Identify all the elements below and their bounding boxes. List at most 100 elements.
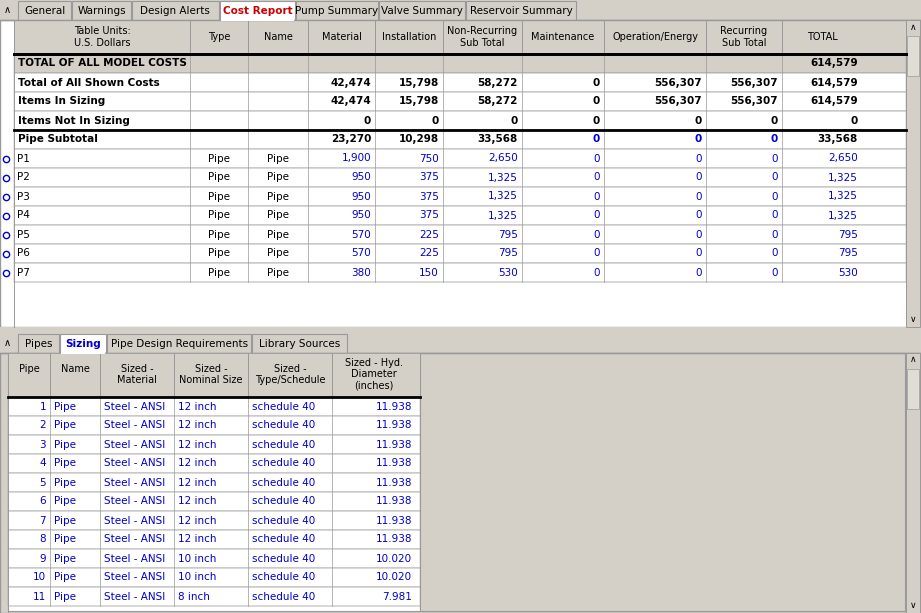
- Bar: [14, 111, 906, 130]
- Text: 375: 375: [419, 172, 439, 183]
- Text: 10,298: 10,298: [399, 134, 439, 145]
- Text: 11.938: 11.938: [376, 516, 412, 525]
- Text: 0: 0: [771, 134, 778, 145]
- Text: 33,568: 33,568: [818, 134, 858, 145]
- Text: Operation/Energy: Operation/Energy: [612, 32, 698, 42]
- Text: 1: 1: [40, 402, 46, 411]
- Text: 0: 0: [593, 77, 600, 88]
- Text: 7: 7: [40, 516, 46, 525]
- Bar: [0, 327, 921, 333]
- Bar: [132, 1, 219, 20]
- Text: Pipe: Pipe: [54, 554, 76, 563]
- Bar: [8, 416, 420, 435]
- Text: Pipe: Pipe: [54, 573, 76, 582]
- Text: 1,325: 1,325: [828, 172, 858, 183]
- Bar: [252, 334, 347, 353]
- Text: 11.938: 11.938: [376, 440, 412, 449]
- Bar: [0, 333, 921, 353]
- Text: 12 inch: 12 inch: [178, 421, 216, 430]
- Text: 0: 0: [593, 267, 600, 278]
- Text: Type/Schedule: Type/Schedule: [255, 375, 325, 385]
- Text: 950: 950: [351, 191, 371, 202]
- Bar: [14, 130, 906, 149]
- Bar: [14, 20, 906, 54]
- Text: 1,900: 1,900: [342, 153, 371, 164]
- Text: 570: 570: [351, 248, 371, 259]
- Text: 556,307: 556,307: [730, 77, 778, 88]
- Text: schedule 40: schedule 40: [252, 402, 315, 411]
- Text: 11.938: 11.938: [376, 421, 412, 430]
- Text: 0: 0: [695, 210, 702, 221]
- Text: 1,325: 1,325: [828, 191, 858, 202]
- Text: Pipe: Pipe: [54, 440, 76, 449]
- Text: Pipe: Pipe: [54, 402, 76, 411]
- Text: 556,307: 556,307: [730, 96, 778, 107]
- Text: 0: 0: [772, 172, 778, 183]
- Text: P7: P7: [17, 267, 29, 278]
- Text: schedule 40: schedule 40: [252, 440, 315, 449]
- Text: Pipe: Pipe: [54, 478, 76, 487]
- Text: P5: P5: [17, 229, 29, 240]
- Text: 4: 4: [40, 459, 46, 468]
- Text: 1,325: 1,325: [488, 172, 518, 183]
- Text: Diameter: Diameter: [351, 369, 397, 379]
- Bar: [907, 369, 919, 409]
- Text: 0: 0: [772, 153, 778, 164]
- Text: Pipe: Pipe: [54, 516, 76, 525]
- Text: 0: 0: [772, 210, 778, 221]
- Text: Sub Total: Sub Total: [722, 37, 766, 47]
- Bar: [14, 263, 906, 282]
- Bar: [906, 20, 920, 327]
- Bar: [420, 353, 905, 611]
- Text: 3: 3: [40, 440, 46, 449]
- Text: 12 inch: 12 inch: [178, 478, 216, 487]
- Text: 11.938: 11.938: [376, 535, 412, 544]
- Text: 950: 950: [351, 210, 371, 221]
- Text: 0: 0: [593, 172, 600, 183]
- Text: 11.938: 11.938: [376, 402, 412, 411]
- Text: Pipe: Pipe: [267, 229, 289, 240]
- Text: 950: 950: [351, 172, 371, 183]
- Text: Installation: Installation: [382, 32, 437, 42]
- Bar: [8, 353, 420, 611]
- Text: Name: Name: [263, 32, 293, 42]
- Text: P2: P2: [17, 172, 29, 183]
- Text: 0: 0: [694, 115, 702, 126]
- Text: 1,325: 1,325: [488, 191, 518, 202]
- Text: Steel - ANSI: Steel - ANSI: [104, 497, 165, 506]
- Bar: [14, 225, 906, 244]
- Text: Name: Name: [61, 364, 89, 374]
- Text: Pipe: Pipe: [208, 229, 230, 240]
- Bar: [906, 353, 920, 613]
- Bar: [8, 530, 420, 549]
- Text: Pipe: Pipe: [54, 421, 76, 430]
- Text: 9: 9: [40, 554, 46, 563]
- Text: 0: 0: [593, 210, 600, 221]
- Text: Pipe: Pipe: [267, 210, 289, 221]
- Text: Sized -: Sized -: [274, 364, 307, 374]
- Text: 12 inch: 12 inch: [178, 402, 216, 411]
- Text: Valve Summary: Valve Summary: [381, 6, 463, 16]
- Bar: [14, 54, 906, 73]
- Text: 0: 0: [511, 115, 518, 126]
- Text: Pipe: Pipe: [18, 364, 40, 374]
- Text: 795: 795: [838, 248, 858, 259]
- Text: Pipe: Pipe: [208, 267, 230, 278]
- Bar: [8, 492, 420, 511]
- Text: TOTAL: TOTAL: [807, 32, 837, 42]
- Text: 0: 0: [695, 267, 702, 278]
- Text: 795: 795: [838, 229, 858, 240]
- Bar: [61, 352, 105, 354]
- Text: ∧: ∧: [910, 23, 916, 31]
- Text: Material: Material: [117, 375, 157, 385]
- Text: 10.020: 10.020: [376, 573, 412, 582]
- Text: Pipe Subtotal: Pipe Subtotal: [18, 134, 98, 145]
- Text: Steel - ANSI: Steel - ANSI: [104, 459, 165, 468]
- Text: 0: 0: [695, 172, 702, 183]
- Text: Type: Type: [208, 32, 230, 42]
- Text: schedule 40: schedule 40: [252, 478, 315, 487]
- Text: P1: P1: [17, 153, 29, 164]
- Bar: [108, 334, 251, 353]
- Text: 11.938: 11.938: [376, 459, 412, 468]
- Text: Steel - ANSI: Steel - ANSI: [104, 402, 165, 411]
